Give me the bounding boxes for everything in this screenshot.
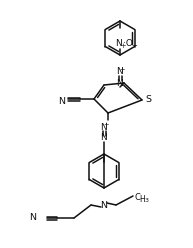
Text: N: N xyxy=(100,123,107,131)
Text: +: + xyxy=(103,122,109,128)
Text: N: N xyxy=(116,79,123,88)
Text: H: H xyxy=(139,194,145,204)
Text: N: N xyxy=(101,200,108,210)
Text: N: N xyxy=(116,39,122,49)
Text: C: C xyxy=(134,192,140,201)
Text: +: + xyxy=(121,43,126,49)
Text: N: N xyxy=(100,133,107,143)
Text: +: + xyxy=(119,67,125,73)
Text: S: S xyxy=(145,95,151,104)
Text: N: N xyxy=(116,67,123,76)
Text: N: N xyxy=(30,214,36,222)
Text: ·O: ·O xyxy=(123,39,133,49)
Text: 3: 3 xyxy=(145,198,148,204)
Text: −: − xyxy=(131,43,137,49)
Text: N: N xyxy=(58,96,65,105)
